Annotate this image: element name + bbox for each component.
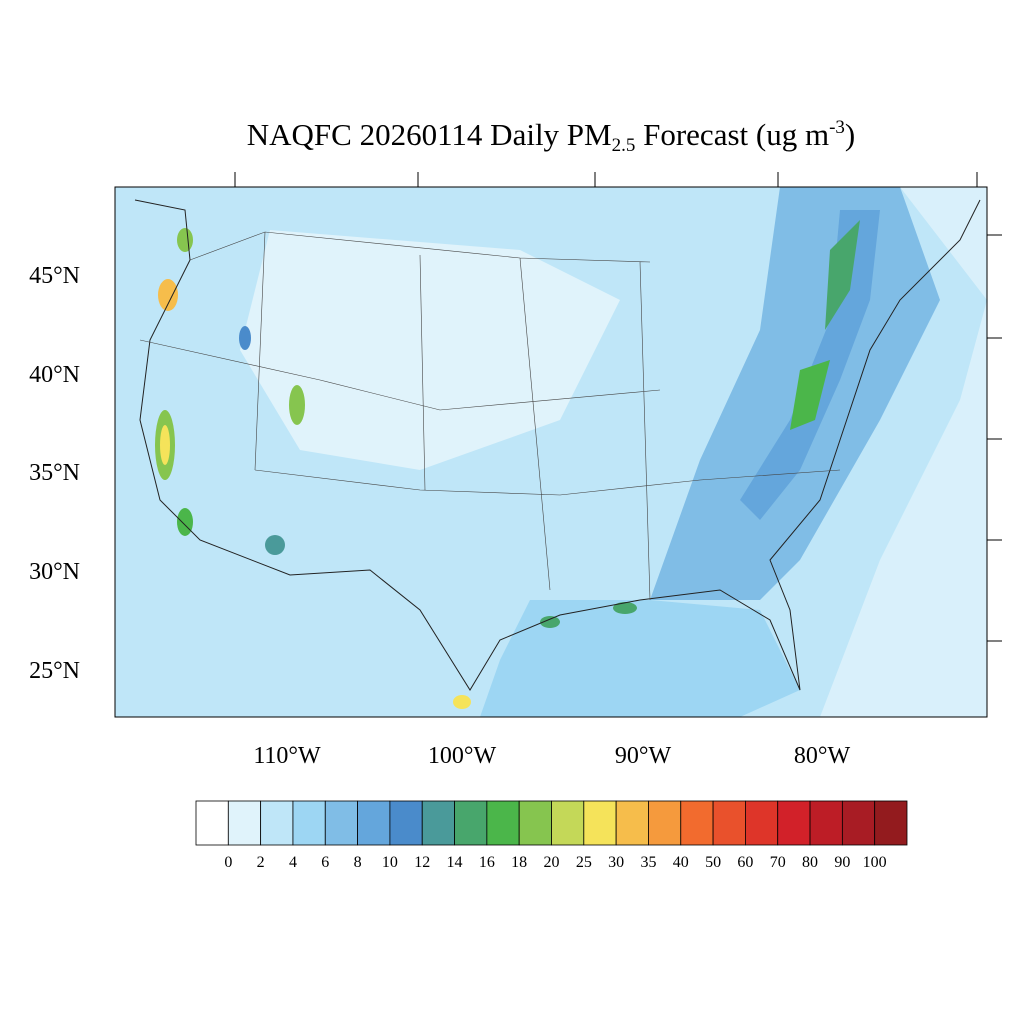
colorbar-box [389,800,423,846]
colorbar-label: 40 [673,854,689,871]
map-field [115,187,987,717]
colorbar-box [260,800,294,846]
colorbar-label: 50 [705,854,721,871]
colorbar-box [615,800,649,846]
colorbar-label: 16 [479,854,495,871]
colorbar-box [712,800,746,846]
axis-labels: 45°N 40°N 35°N 30°N 25°N 110°W 100°W 90°W 80°W [29,263,850,769]
colorbar-box [195,800,229,846]
colorbar-box [745,800,779,846]
colorbar-box [648,800,682,846]
title-suffix: ) [845,117,855,152]
colorbar-label: 100 [863,854,887,871]
colorbar-box [841,800,876,846]
longitude-label: 110°W [253,743,321,769]
colorbar-label: 25 [576,854,592,871]
title: NAQFC 20260114 Daily PM2.5 Forecast (ug … [247,117,855,156]
colorbar-label: 10 [382,854,398,871]
colorbar-box [454,800,488,846]
title-subscript: 2.5 [612,135,636,156]
colorbar-box [680,800,714,846]
colorbar-box [518,800,552,846]
colorbar-box [357,800,391,846]
title-superscript: -3 [829,117,845,138]
colorbar-label: 12 [414,854,430,871]
colorbar-box [421,800,455,846]
colorbar-label: 2 [257,854,265,871]
latitude-label: 30°N [29,559,80,585]
colorbar-label: 30 [608,854,624,871]
colorbar-label: 18 [511,854,527,871]
colorbar-label: 60 [737,854,753,871]
colorbar: 0 2 4 6 8 10 12 14 16 18 20 25 30 35 40 50 60 70 80 90 100 [195,800,908,871]
title-prefix: NAQFC 20260114 Daily PM [247,117,612,152]
longitude-label: 90°W [615,743,672,769]
colorbar-label: 80 [802,854,818,871]
colorbar-box [874,800,908,846]
latitude-label: 40°N [29,362,80,388]
longitude-label: 80°W [794,743,851,769]
map-ticks [234,172,1002,642]
colorbar-label: 20 [544,854,560,871]
colorbar-label: 35 [640,854,656,871]
colorbar-label: 4 [289,854,297,871]
colorbar-label: 6 [321,854,329,871]
colorbar-box [551,800,585,846]
colorbar-box [292,800,326,846]
colorbar-box [809,800,843,846]
colorbar-label: 70 [770,854,786,871]
colorbar-label: 0 [224,854,232,871]
colorbar-box [777,800,811,846]
colorbar-label: 90 [834,854,850,871]
colorbar-box [486,800,520,846]
colorbar-box [583,800,617,846]
map-frame [114,186,988,718]
title-middle: Forecast (ug m [635,117,829,152]
latitude-label: 45°N [29,263,80,289]
colorbar-box [227,800,262,846]
colorbar-label: 14 [447,854,463,871]
latitude-label: 25°N [29,658,80,684]
colorbar-box [324,800,358,846]
colorbar-label: 8 [354,854,362,871]
longitude-label: 100°W [428,743,497,769]
latitude-label: 35°N [29,460,80,486]
